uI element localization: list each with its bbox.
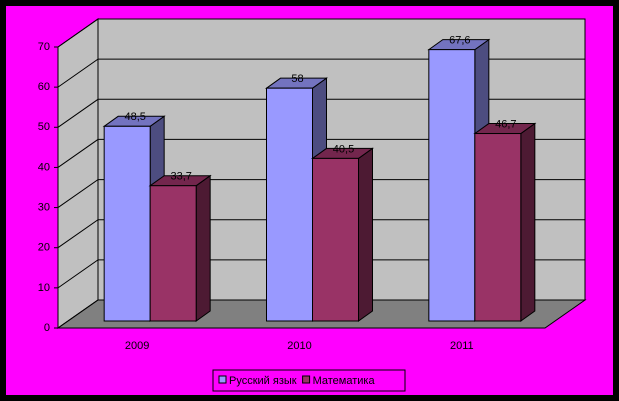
legend-swatch xyxy=(218,375,227,384)
y-tick-label: 10 xyxy=(38,282,50,294)
bar-side xyxy=(520,122,536,322)
y-tick-label: 50 xyxy=(38,121,50,133)
grid-line xyxy=(57,219,585,249)
value-label: 48,5 xyxy=(124,111,145,123)
grid-line xyxy=(57,98,585,128)
legend-label: Русский язык xyxy=(229,375,297,387)
x-tick-label: 2009 xyxy=(125,340,149,352)
legend-label: Математика xyxy=(313,375,376,387)
grid-line xyxy=(57,299,585,329)
legend: Русский язык Математика xyxy=(212,369,406,392)
value-label: 33,7 xyxy=(170,171,191,183)
y-tick-label: 40 xyxy=(38,161,50,173)
x-tick-label: 2011 xyxy=(450,340,474,352)
side-wall xyxy=(57,18,99,329)
legend-swatch xyxy=(302,375,311,384)
value-label: 40,5 xyxy=(333,143,354,155)
grid-line xyxy=(57,58,585,88)
grid-line xyxy=(57,179,585,208)
y-tick-label: 30 xyxy=(38,201,50,213)
y-tick-label: 70 xyxy=(38,41,50,53)
bar xyxy=(474,133,522,322)
value-label: 58 xyxy=(291,73,303,85)
grid-line xyxy=(57,18,585,48)
bar xyxy=(312,157,359,322)
bar xyxy=(103,125,151,322)
y-tick-label: 60 xyxy=(38,81,50,93)
bar xyxy=(428,49,476,322)
bar-side xyxy=(358,147,373,322)
grid-line xyxy=(57,259,585,289)
y-tick-label: 0 xyxy=(44,322,50,334)
x-tick-label: 2010 xyxy=(287,340,311,352)
grid-line xyxy=(57,138,585,168)
bar xyxy=(149,185,197,322)
value-label: 67,6 xyxy=(449,35,470,47)
y-tick-label: 20 xyxy=(38,242,50,254)
bar xyxy=(266,87,313,322)
bar-side xyxy=(195,174,211,322)
value-label: 46,7 xyxy=(495,118,516,130)
